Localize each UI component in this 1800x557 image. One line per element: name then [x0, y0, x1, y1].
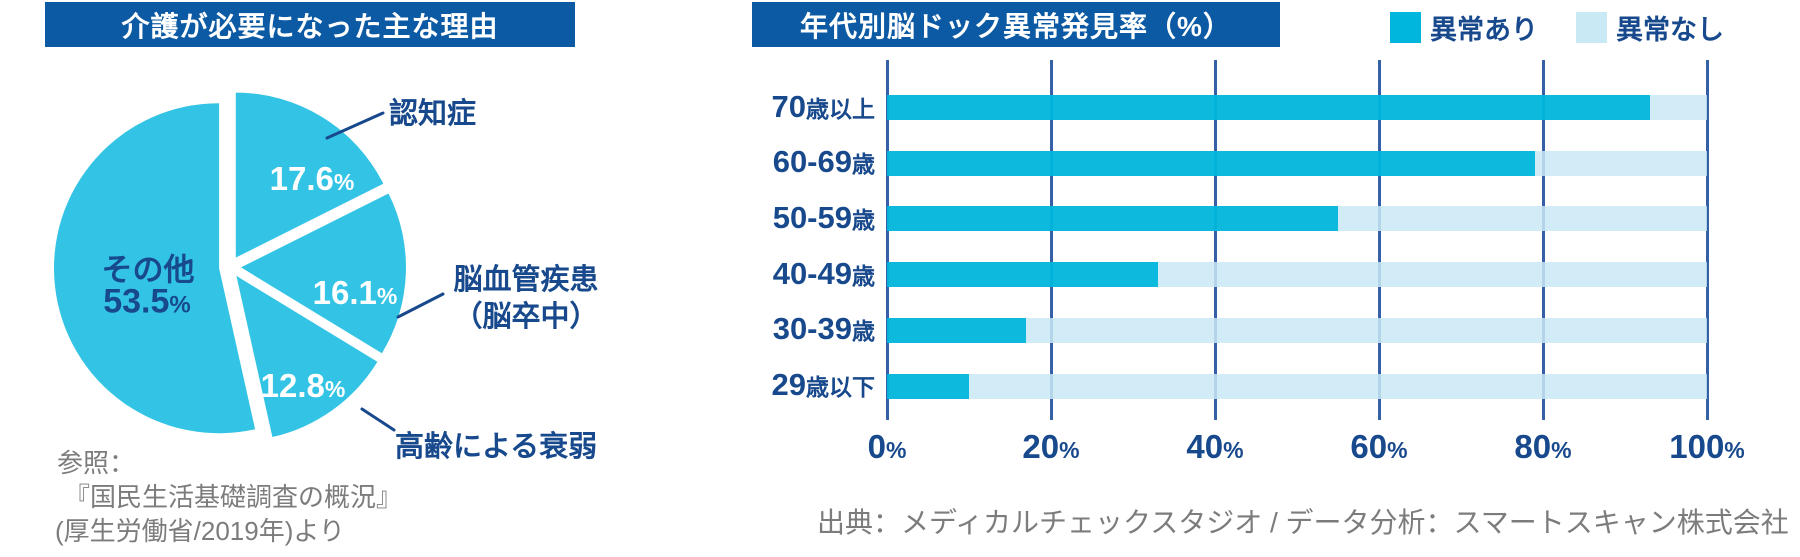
bar-abnormal-29歳以下: [887, 373, 969, 399]
legend: 異常あり 異常なし: [1390, 8, 1724, 47]
axis-tick-20%: 20%: [1022, 428, 1080, 465]
pie-value-frailty-number: 12.8: [260, 367, 325, 404]
legend-swatch-abnormal: [1390, 12, 1421, 43]
pie-chart: [53, 92, 445, 437]
callout-frailty-text: 高齢による衰弱: [395, 431, 598, 463]
pie-slice-2: [236, 275, 378, 437]
category-label-60-69歳: 60-69歳: [772, 144, 875, 180]
pie-value-dementia-number: 17.6: [269, 160, 334, 197]
bar-abnormal-40-49歳: [887, 262, 1158, 288]
bar-abnormal-70歳以上: [887, 95, 1650, 120]
category-label-30-39歳: 30-39歳: [772, 311, 875, 347]
bar-abnormal-30-39歳: [887, 317, 1027, 343]
pie-citation-line2: 『国民生活基礎調査の概況』: [64, 482, 403, 512]
bar-normal-60-69歳: [1534, 150, 1707, 176]
axis-tick-40%: 40%: [1186, 428, 1244, 465]
callout-dementia-text: 認知症: [389, 98, 477, 130]
pie-value-other: 53.5%: [103, 283, 191, 322]
bar-normal-50-59歳: [1338, 206, 1707, 232]
gridline-60%: [1377, 60, 1381, 420]
axis-tick-0%: 0%: [867, 428, 907, 465]
pie-value-other-number: 53.5: [103, 282, 170, 321]
leader-line-stroke: [396, 292, 445, 319]
bar-normal-29歳以下: [969, 373, 1707, 399]
pie-citation-line3: (厚生労働省/2019年)より: [55, 516, 345, 546]
pie-chart-title-text: 介護が必要になった主な理由: [121, 10, 499, 42]
callout-leader-lines: [325, 111, 445, 432]
callout-frailty: 高齢による衰弱: [395, 423, 597, 465]
gridline-40%: [1213, 60, 1217, 420]
percent-sign: %: [169, 291, 191, 319]
pie-value-dementia: 17.6%: [270, 160, 355, 198]
callout-stroke-line1: 脳血管疾患: [453, 264, 599, 296]
pie-slice-1: [241, 193, 406, 354]
legend-label-normal: 異常なし: [1616, 15, 1724, 45]
gridline-20%: [1049, 60, 1053, 420]
legend-swatch-normal: [1576, 12, 1607, 43]
category-label-40-49歳: 40-49歳: [772, 255, 875, 291]
gridline-100%: [1705, 60, 1709, 420]
callout-stroke-line2: （脳卒中）: [453, 301, 599, 333]
bar-chart-source: 出典：メディカルチェックスタジオ / データ分析：スマートスキャン株式会社: [817, 507, 1789, 538]
category-label-29歳以下: 29歳以下: [771, 367, 875, 402]
gridline-0%: [885, 60, 889, 420]
category-label-70歳以上: 70歳以上: [771, 88, 875, 124]
pie-slices: [53, 92, 406, 437]
bar-normal-70歳以上: [1649, 95, 1707, 120]
legend-item-normal: 異常なし: [1576, 8, 1724, 47]
pie-value-frailty: 12.8%: [261, 367, 346, 405]
bar-abnormal-60-69歳: [887, 150, 1535, 176]
bar-plot-area: [885, 60, 1709, 420]
pie-slice-0: [235, 92, 384, 258]
axis-tick-60%: 60%: [1350, 428, 1408, 465]
pie-chart-title: 介護が必要になった主な理由: [45, 2, 575, 47]
axis-tick-100%: 100%: [1669, 428, 1745, 465]
percent-sign: %: [324, 376, 346, 402]
callout-stroke: 脳血管疾患 （脳卒中）: [440, 262, 612, 336]
pie-label-other: その他: [102, 245, 195, 290]
legend-item-abnormal: 異常あり: [1390, 8, 1538, 47]
leader-line-frailty: [360, 407, 396, 432]
gridline-80%: [1541, 60, 1545, 420]
legend-label-abnormal: 異常あり: [1430, 15, 1538, 45]
pie-value-stroke: 16.1%: [313, 274, 398, 312]
bar-normal-40-49歳: [1157, 262, 1707, 288]
bar-chart-title-text: 年代別脳ドック異常発見率（%）: [800, 10, 1232, 42]
bar-chart-title: 年代別脳ドック異常発見率（%）: [752, 2, 1280, 47]
pie-label-other-text: その他: [101, 252, 195, 288]
category-label-50-59歳: 50-59歳: [772, 199, 875, 235]
percent-sign: %: [333, 169, 355, 195]
axis-tick-80%: 80%: [1514, 428, 1572, 465]
leader-line-dementia: [325, 111, 385, 140]
percent-sign: %: [376, 283, 398, 309]
callout-dementia: 認知症: [389, 90, 476, 132]
bar-normal-30-39歳: [1026, 317, 1707, 343]
pie-citation-line1: 参照：: [57, 448, 136, 478]
bar-abnormal-50-59歳: [887, 206, 1338, 232]
pie-value-stroke-number: 16.1: [312, 274, 377, 311]
pie-slice-3: [53, 103, 256, 434]
